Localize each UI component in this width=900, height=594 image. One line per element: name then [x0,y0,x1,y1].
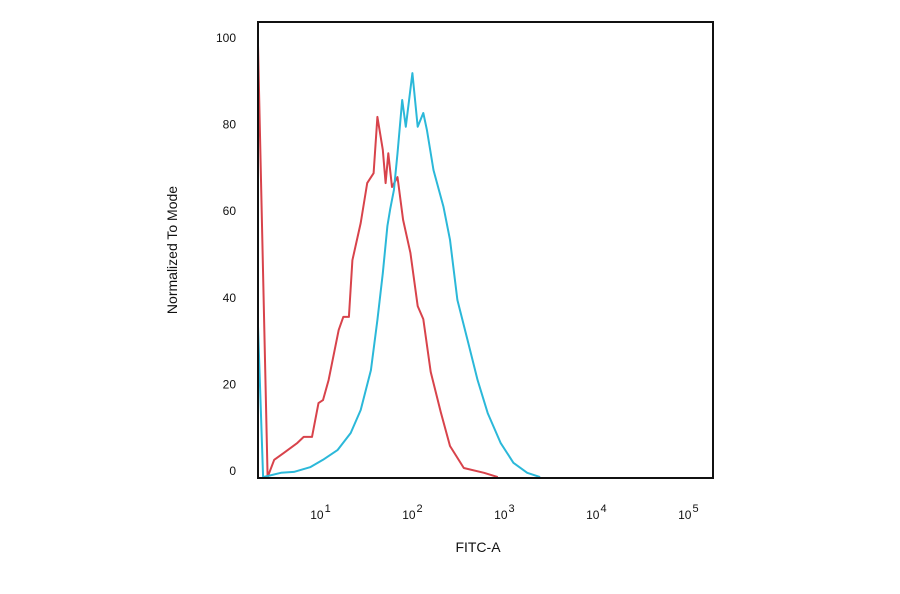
x-tick-exponent: 3 [509,503,515,515]
x-tick-label: 102 [402,503,422,522]
plot-curves [257,44,541,479]
y-tick-label: 0 [229,464,236,478]
x-tick-label: 105 [678,503,698,522]
x-tick-label: 103 [494,503,514,522]
x-tick-label: 101 [310,503,330,522]
y-tick-label: 40 [223,291,237,305]
x-tick-exponent: 4 [600,503,606,515]
x-tick-exponent: 1 [325,503,331,515]
y-tick-label: 100 [216,31,236,45]
y-tick-label: 20 [223,377,237,391]
y-axis-label: Normalized To Mode [164,186,180,314]
x-axis-ticks: 101 102 103 104 105 [310,503,698,522]
x-tick-exponent: 2 [417,503,423,515]
y-tick-label: 80 [223,118,237,132]
y-tick-label: 60 [223,204,237,218]
x-tick-label: 104 [586,503,606,522]
series-line-0 [257,44,499,479]
series-line-1 [257,72,541,479]
plot-frame [257,21,714,479]
x-tick-exponent: 5 [692,503,698,515]
y-axis-ticks: 0 20 40 60 80 100 [216,31,236,478]
x-axis-label: FITC-A [455,539,501,555]
